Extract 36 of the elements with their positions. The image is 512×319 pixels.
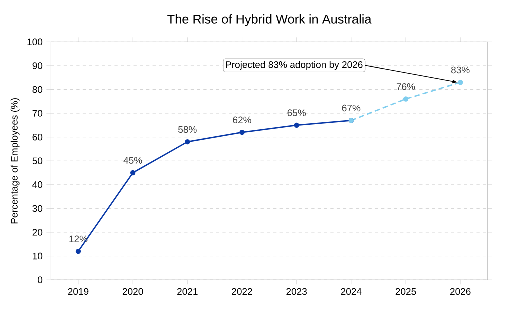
y-tick-label: 0 bbox=[38, 276, 43, 284]
chart-title: The Rise of Hybrid Work in Australia bbox=[168, 14, 372, 26]
point bbox=[458, 80, 464, 86]
x-tick-label: 2019 bbox=[68, 288, 89, 295]
x-tick-label: 2020 bbox=[122, 288, 144, 295]
x-tick-label: 2026 bbox=[450, 288, 471, 295]
point bbox=[76, 248, 82, 254]
x-tick-label: 2023 bbox=[286, 288, 308, 295]
point bbox=[294, 122, 300, 128]
point bbox=[185, 139, 190, 145]
point bbox=[240, 130, 245, 136]
x-tick-label: 2024 bbox=[341, 288, 362, 295]
y-tick-label: 100 bbox=[28, 38, 43, 46]
data-label: 62% bbox=[233, 116, 252, 124]
data-label: 76% bbox=[396, 83, 416, 90]
y-tick-label: 70 bbox=[32, 110, 43, 117]
x-tick-label: 2025 bbox=[396, 288, 416, 295]
y-tick-label: 10 bbox=[33, 252, 43, 260]
data-label: 67% bbox=[342, 104, 361, 112]
x-tick-label: 2022 bbox=[232, 288, 252, 295]
y-tick-label: 50 bbox=[32, 158, 43, 164]
y-tick-label: 90 bbox=[32, 62, 43, 70]
y-tick-label: 40 bbox=[32, 181, 43, 188]
data-label: 58% bbox=[178, 126, 197, 133]
data-label: 45% bbox=[124, 157, 142, 164]
x-tick-label: 2021 bbox=[178, 288, 198, 295]
point bbox=[130, 170, 136, 176]
data-label: 65% bbox=[288, 110, 306, 116]
data-label: 83% bbox=[451, 66, 470, 74]
y-tick-label: 60 bbox=[32, 134, 43, 141]
y-tick-label: 30 bbox=[32, 205, 43, 212]
point bbox=[403, 96, 409, 102]
y-axis-title: Percentage of Employees (%) bbox=[10, 98, 20, 224]
y-tick-label: 80 bbox=[32, 86, 43, 94]
y-tick-label: 20 bbox=[32, 229, 43, 236]
annotation: Projected 83% adoption by 2026 bbox=[226, 61, 363, 70]
